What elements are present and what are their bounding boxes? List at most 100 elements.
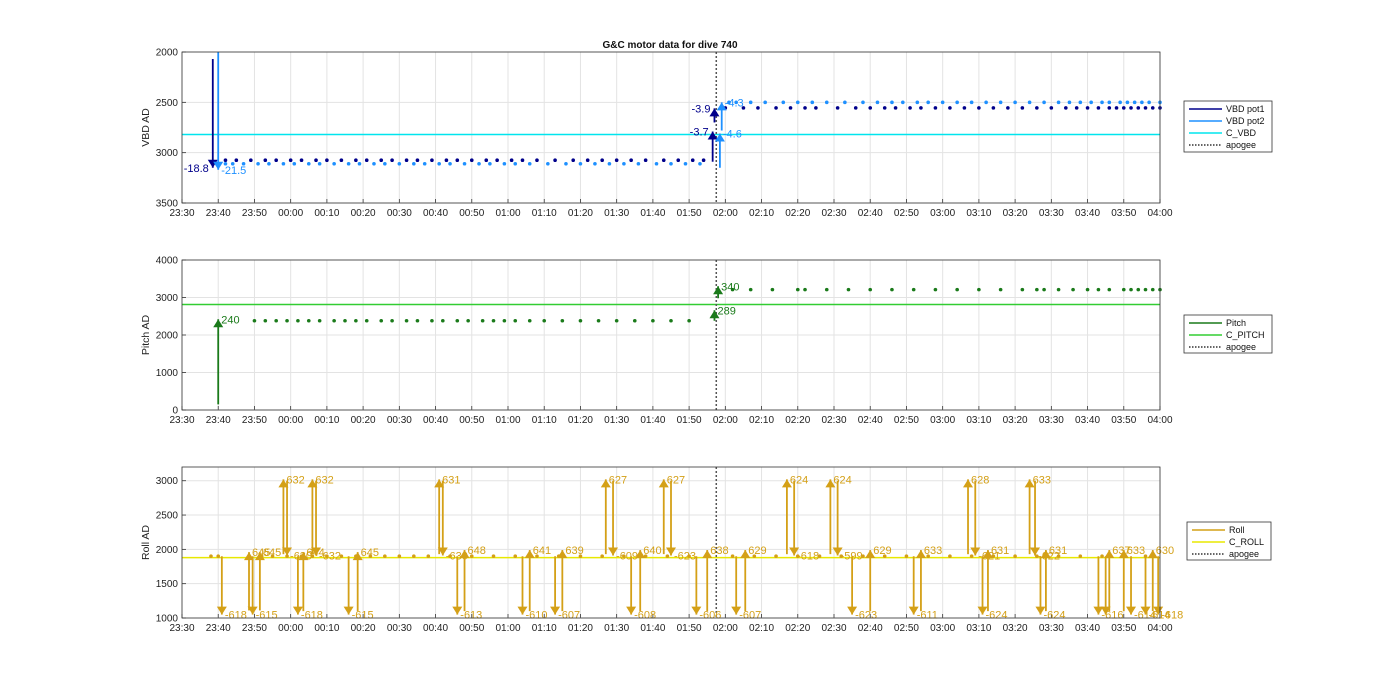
x-tick-label: 00:30 — [387, 208, 412, 219]
data-point — [882, 106, 887, 110]
data-point — [817, 554, 822, 559]
data-point — [661, 158, 666, 163]
data-point — [234, 158, 239, 163]
data-point — [622, 554, 626, 559]
data-point — [256, 161, 260, 166]
data-point — [962, 106, 967, 110]
annotation-label: -623 — [674, 551, 696, 563]
data-point — [535, 158, 539, 163]
annotation-arrowhead — [1024, 479, 1035, 488]
data-point — [875, 100, 880, 105]
x-tick-label: 02:30 — [821, 623, 846, 634]
x-tick-label: 01:00 — [495, 623, 520, 634]
annotation-label: 627 — [609, 474, 627, 486]
annotation-label: 641 — [533, 545, 551, 557]
x-tick-label: 03:20 — [1003, 208, 1028, 219]
legend-label: C_ROLL — [1229, 537, 1264, 547]
data-point — [1042, 100, 1046, 105]
annotation-label: -618 — [797, 551, 819, 563]
annotation-arrowhead — [1100, 606, 1111, 615]
data-point — [430, 318, 434, 323]
data-point — [1121, 106, 1126, 110]
x-tick-label: 02:40 — [858, 208, 883, 219]
data-point — [274, 158, 278, 163]
data-point — [803, 106, 807, 110]
data-point — [1129, 287, 1133, 292]
annotation-arrowhead — [207, 159, 218, 168]
annotation-label: 645 — [252, 547, 270, 559]
x-tick-label: 01:30 — [604, 415, 629, 426]
annotation-label: -611 — [917, 610, 938, 622]
plot-frame — [181, 259, 1161, 411]
data-point — [364, 318, 369, 323]
annotation-arrowhead — [1035, 606, 1046, 615]
annotation-label: 633 — [924, 545, 942, 557]
data-point — [495, 158, 499, 163]
x-tick-label: 02:50 — [894, 415, 919, 426]
data-point — [727, 100, 731, 105]
data-point — [484, 158, 489, 163]
annotation-arrowhead — [600, 479, 611, 488]
annotation-label: -614 — [1134, 610, 1156, 622]
x-tick-label: 01:50 — [677, 415, 702, 426]
annotation-label: -615 — [256, 610, 278, 622]
x-tick-label: 00:20 — [351, 415, 376, 426]
x-tick-label: 00:10 — [314, 415, 339, 426]
annotation-arrowhead — [278, 479, 289, 488]
data-point — [1042, 287, 1046, 292]
x-tick-label: 00:40 — [423, 208, 448, 219]
data-point — [1132, 100, 1137, 105]
data-point — [998, 100, 1003, 105]
data-point — [564, 161, 568, 166]
data-point — [426, 554, 431, 559]
data-point — [1118, 100, 1122, 105]
y-axis-label: Roll AD — [140, 525, 152, 560]
data-point — [415, 318, 420, 323]
annotation-label: -4.3 — [725, 97, 744, 109]
data-point — [926, 100, 930, 105]
x-tick-label: 02:40 — [858, 623, 883, 634]
annotation-arrowhead — [847, 606, 858, 615]
data-point — [379, 318, 384, 323]
annotation-arrowhead — [352, 552, 363, 561]
data-point — [223, 161, 228, 166]
data-point — [455, 318, 460, 323]
x-tick-label: 23:50 — [242, 415, 267, 426]
x-tick-label: 00:00 — [278, 623, 303, 634]
x-tick-label: 03:00 — [930, 208, 955, 219]
x-tick-label: 00:00 — [278, 208, 303, 219]
x-tick-label: 02:50 — [894, 208, 919, 219]
data-point — [853, 106, 858, 110]
data-point — [285, 318, 289, 323]
x-tick-label: 02:00 — [713, 415, 738, 426]
annotation-label: -618 — [1161, 610, 1183, 622]
annotation-arrowhead — [666, 547, 676, 556]
y-tick-label: 3500 — [156, 199, 179, 210]
panel-roll: 23:30 23:40 23:50 00:00 00:10 00:20 00:30 00:40… — [140, 466, 1272, 634]
data-point — [1089, 100, 1093, 105]
data-point — [383, 161, 387, 166]
annotation-label: -616 — [1101, 610, 1123, 622]
data-point — [1020, 106, 1025, 110]
annotation-arrowhead — [282, 547, 293, 556]
x-tick-label: 04:00 — [1147, 623, 1172, 634]
annotation-label: -3.9 — [691, 103, 710, 115]
data-point — [1085, 106, 1090, 110]
data-point — [763, 100, 767, 105]
annotation-arrowhead — [702, 550, 713, 559]
x-tick-label: 01:20 — [568, 415, 593, 426]
annotation-label: -21.5 — [221, 165, 246, 177]
data-point — [332, 318, 336, 323]
data-point — [781, 100, 786, 105]
annotation-label: -607 — [739, 610, 761, 622]
data-point — [379, 158, 384, 163]
data-point — [415, 158, 420, 163]
data-point — [292, 161, 297, 166]
annotation-arrowhead — [1118, 550, 1129, 559]
annotation-arrowhead — [716, 102, 727, 111]
data-point — [422, 161, 427, 166]
data-point — [469, 554, 474, 559]
data-point — [651, 318, 655, 323]
x-tick-label: 23:30 — [169, 208, 194, 219]
data-point — [1013, 100, 1017, 105]
